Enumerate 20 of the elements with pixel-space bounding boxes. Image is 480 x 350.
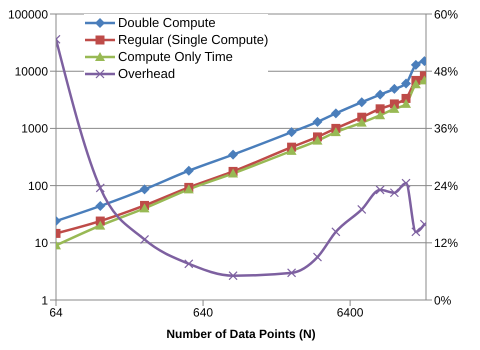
y2-tick-label: 0% [434, 293, 452, 308]
legend-label: Compute Only Time [118, 48, 233, 65]
legend-label: Double Compute [118, 14, 216, 31]
y-tick-label: 1 [41, 293, 48, 308]
x-axis-title: Number of Data Points (N) [166, 327, 316, 341]
legend-label: Regular (Single Compute) [118, 31, 268, 48]
y-tick-label: 10000 [14, 64, 48, 78]
y-tick-label: 1000 [21, 122, 48, 136]
x-tick-label: 64 [49, 306, 63, 320]
y2-tick-label: 48% [434, 64, 458, 78]
x-tick-label: 6400 [336, 306, 364, 320]
legend-label: Overhead [118, 65, 176, 82]
y2-tick-label: 60% [434, 7, 458, 22]
y-tick-label: 10 [34, 236, 48, 250]
y-tick-label: 100000 [8, 7, 48, 22]
y2-tick-label: 12% [434, 236, 458, 250]
y2-tick-label: 36% [434, 122, 458, 136]
y-tick-label: 100 [28, 178, 48, 193]
x-tick-label: 640 [193, 306, 214, 320]
y2-tick-label: 24% [434, 178, 458, 193]
